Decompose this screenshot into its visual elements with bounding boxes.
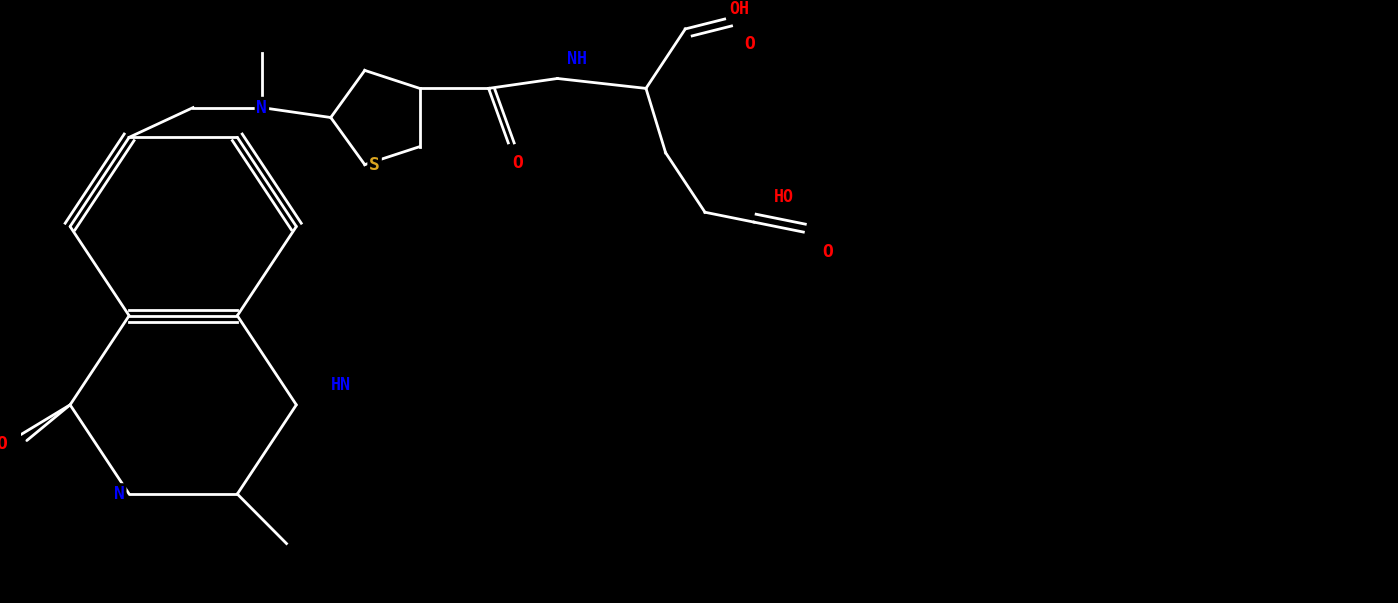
Text: N: N: [113, 485, 124, 503]
Text: NH: NH: [568, 49, 587, 68]
Text: HO: HO: [773, 188, 794, 206]
Text: O: O: [0, 435, 7, 453]
Text: OH: OH: [730, 0, 749, 18]
Text: O: O: [513, 154, 523, 172]
Text: S: S: [369, 156, 380, 174]
Text: O: O: [822, 243, 833, 261]
Text: O: O: [744, 35, 755, 53]
Text: N: N: [256, 99, 267, 116]
Text: HN: HN: [331, 376, 351, 394]
